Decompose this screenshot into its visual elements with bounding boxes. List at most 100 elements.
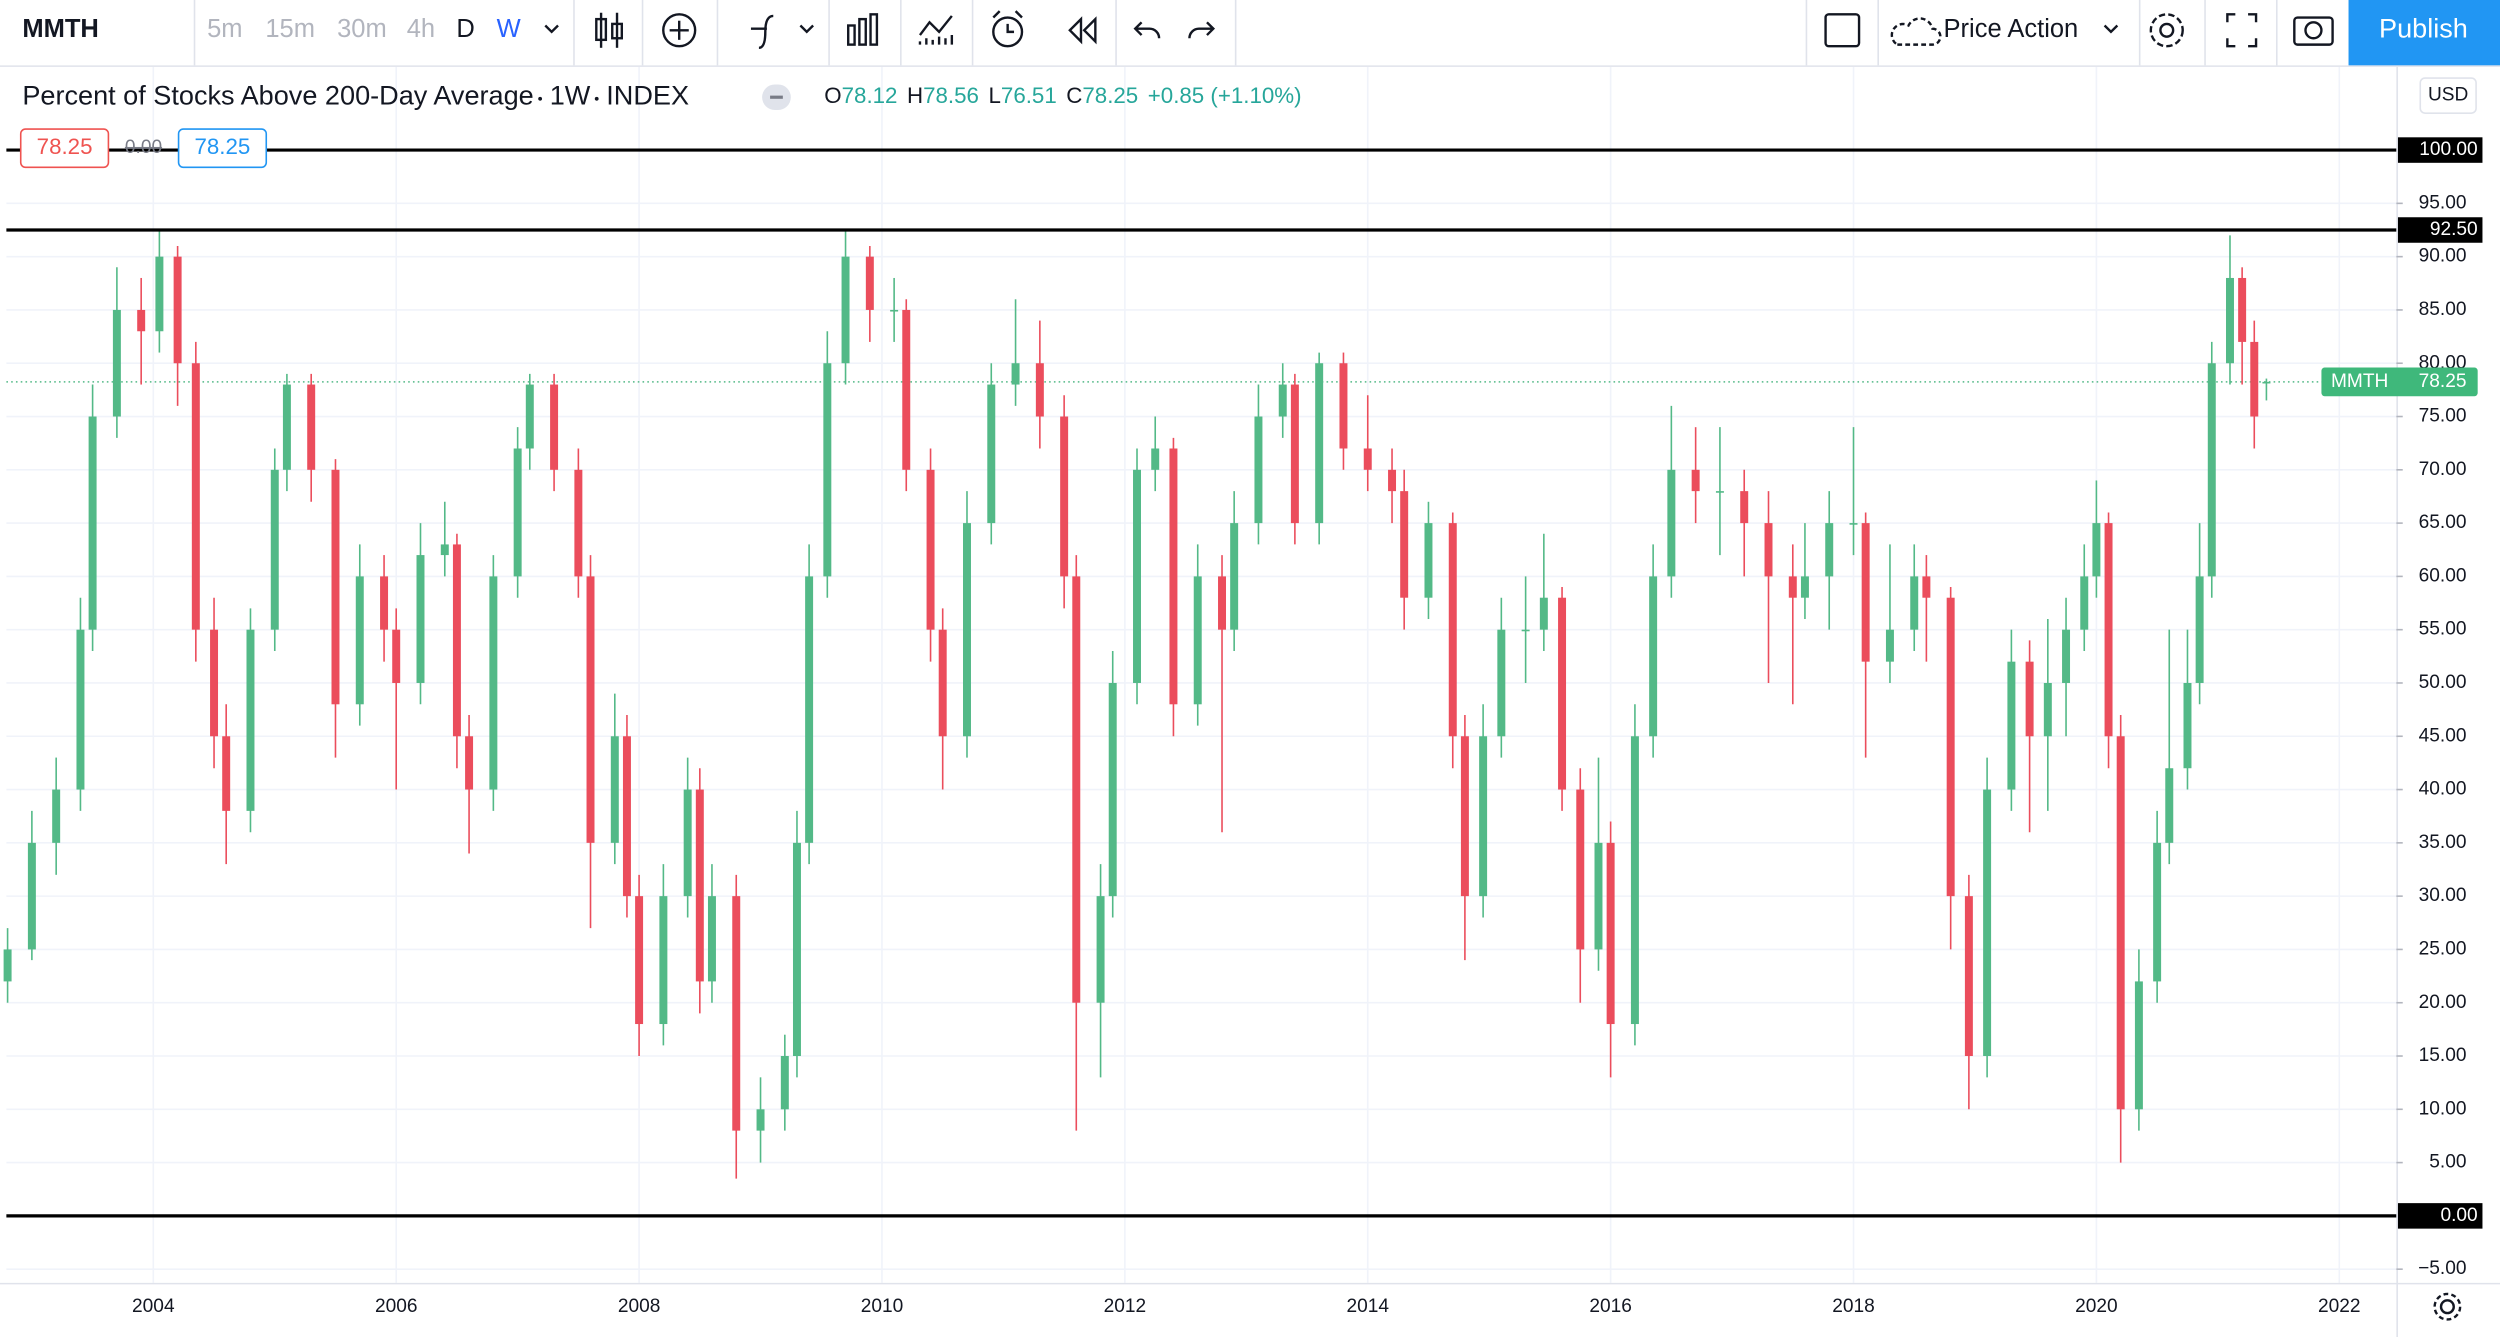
fullscreen-button[interactable] [2226,13,2258,48]
candle-body [963,523,971,737]
y-tick-label: −5.00 [2418,1258,2466,1279]
alert-button[interactable] [992,10,1024,48]
layout-button[interactable] [1824,13,1861,48]
candle-body [416,555,425,683]
legend-low-label: L [989,83,1001,108]
candle-body [1715,491,1724,493]
candle-body [2007,661,2016,790]
candle-style-button[interactable] [595,12,624,48]
candle-body [513,448,522,577]
candle-body [756,1109,765,1131]
layout-menu[interactable] [2103,24,2119,34]
legend-high-label: H [907,83,923,108]
templates-button[interactable] [918,15,954,45]
candle-body [1630,736,1639,1025]
axis-settings[interactable] [2433,1292,2462,1321]
candle-body [622,736,631,897]
interval-menu[interactable] [544,24,559,34]
sell-button[interactable] [19,128,110,169]
interval[interactable]: 15m [265,15,315,43]
candle-body [489,576,498,790]
symbol[interactable]: MMTH [22,15,99,43]
interval[interactable]: 4h [407,15,435,43]
indicators-button[interactable] [750,14,814,50]
candle-body [1576,789,1585,950]
candle-body [525,384,534,449]
buy-price[interactable]: 78.25 [195,134,251,159]
candle-body [890,309,899,312]
candle-body [1983,789,1992,1057]
candle-body [1278,384,1287,417]
candle-body [1400,491,1409,598]
candle-body [1479,736,1488,897]
candle-body [2226,277,2234,364]
x-tick-label: 2016 [1589,1296,1632,1317]
compare-button[interactable] [662,13,697,48]
candle-body [1363,448,1372,470]
snapshot-button[interactable] [2293,16,2334,46]
separator-dot [594,96,599,101]
candle-body [1861,523,1870,662]
candle-body [112,309,121,417]
candle-body [1072,576,1081,1003]
candle-body [550,384,559,470]
separator-dot [538,96,543,101]
candle-body [27,842,36,950]
interval[interactable]: 5m [207,15,242,43]
candle-body [1964,896,1973,1057]
currency-box[interactable] [2419,77,2477,114]
separators [193,0,2278,66]
x-tick-label: 2022 [2318,1296,2361,1317]
candle-body [2080,576,2089,630]
y-tick-label: 30.00 [2419,885,2467,906]
x-tick-label: 2020 [2075,1296,2118,1317]
interval[interactable]: D [456,15,474,43]
currency[interactable]: USD [2428,85,2468,106]
candle-body [823,363,832,577]
legend-close: 78.25 [1082,83,1138,108]
candle-body [2025,661,2034,737]
toolbar [0,0,2500,66]
candle-body [1885,629,1894,662]
undo-button[interactable] [1133,21,1161,39]
candle-body [191,363,200,630]
candle-body [695,789,704,982]
candle-body [155,256,164,332]
last-price-symbol: MMTH [2331,371,2388,392]
candle-body [2207,363,2216,577]
last-price-label: 78.25 [2419,371,2467,392]
sell-price[interactable]: 78.25 [37,134,93,159]
candle-body [2165,768,2174,843]
x-tick-label: 2004 [132,1296,175,1317]
legend-open-label: O [824,83,841,108]
redo-button [1188,21,1216,39]
candle-body [610,736,619,843]
publish-label[interactable]: Publish [2379,12,2468,43]
y-tick-label: 85.00 [2419,299,2467,320]
interval-group: 5m 15m 30m 4h D W [207,15,521,43]
candle-body [1230,523,1239,630]
candle-body [1096,896,1105,1003]
candle-body [1910,576,1919,630]
candle-body [2195,576,2204,683]
candle-body [938,629,947,737]
horizontal-line-badge [2397,137,2483,163]
publish-button[interactable] [2348,0,2500,66]
candle-body [792,842,801,1057]
interval[interactable]: 30m [337,15,387,43]
x-tick-label: 2014 [1346,1296,1389,1317]
interval[interactable]: W [497,15,521,43]
replay-button[interactable] [1068,16,1097,45]
spread: 0.00 [125,137,162,158]
horizontal-line-label: 92.50 [2430,219,2478,240]
candle-body [282,384,291,470]
financials-button[interactable] [847,13,879,46]
candle-body [1035,363,1044,417]
settings-button[interactable] [2149,13,2184,48]
buy-button[interactable] [177,128,268,169]
candle-body [440,544,449,556]
candle-body [52,789,61,843]
candle-body [683,789,692,897]
layout-name[interactable]: Price Action [1944,15,2079,43]
